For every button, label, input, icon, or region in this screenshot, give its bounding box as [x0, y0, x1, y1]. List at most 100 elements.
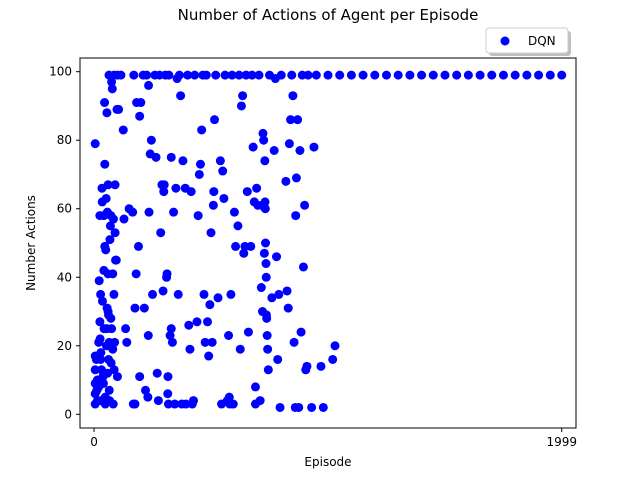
data-point — [164, 70, 174, 80]
data-point — [261, 272, 271, 282]
data-point — [95, 317, 105, 327]
data-point — [261, 238, 271, 248]
data-point — [309, 142, 319, 152]
data-point — [487, 70, 497, 80]
data-point — [475, 70, 485, 80]
data-point — [273, 354, 283, 364]
data-point — [158, 286, 168, 296]
data-point — [293, 115, 303, 125]
data-point — [307, 402, 317, 412]
x-axis-label: Episode — [304, 455, 351, 469]
data-point — [234, 70, 244, 80]
data-point — [282, 286, 292, 296]
data-point — [316, 361, 326, 371]
y-tick-label: 20 — [57, 339, 72, 353]
data-point — [288, 91, 298, 101]
legend-box — [485, 27, 569, 54]
data-point — [557, 70, 567, 80]
data-point — [206, 228, 216, 238]
data-point — [188, 396, 198, 406]
data-point — [104, 385, 114, 395]
data-point — [256, 283, 266, 293]
data-point — [106, 358, 116, 368]
y-axis-label: Number Actions — [24, 195, 38, 291]
data-point — [108, 399, 118, 409]
data-point — [90, 365, 100, 375]
data-point — [190, 70, 200, 80]
data-point — [239, 248, 249, 258]
data-point — [228, 399, 238, 409]
data-point — [311, 70, 321, 80]
data-point — [255, 396, 265, 406]
data-point — [122, 337, 132, 347]
x-axis: 0 1999 — [90, 428, 577, 449]
data-point — [272, 252, 282, 262]
data-point — [135, 372, 145, 382]
data-point — [128, 207, 138, 217]
data-point — [109, 289, 119, 299]
data-point — [261, 259, 271, 269]
data-point — [286, 115, 296, 125]
data-point — [381, 70, 391, 80]
data-point — [294, 402, 304, 412]
data-point — [303, 70, 313, 80]
data-point — [370, 70, 380, 80]
data-point — [100, 98, 110, 108]
data-point — [328, 354, 338, 364]
data-point — [171, 183, 181, 193]
data-point — [211, 70, 221, 80]
data-point — [129, 70, 139, 80]
data-point — [143, 392, 153, 402]
data-point — [146, 135, 156, 145]
data-point — [193, 211, 203, 221]
data-point — [260, 197, 270, 207]
data-point — [185, 344, 195, 354]
data-point — [243, 327, 253, 337]
data-point — [184, 320, 194, 330]
data-point — [208, 200, 218, 210]
data-point — [247, 70, 257, 80]
data-point — [152, 368, 162, 378]
data-point — [165, 331, 175, 340]
data-point — [440, 70, 450, 80]
data-point — [96, 289, 106, 299]
data-point — [259, 135, 269, 145]
y-tick-label: 60 — [57, 202, 72, 216]
data-point — [144, 207, 154, 217]
data-point — [330, 341, 340, 351]
data-point — [545, 70, 555, 80]
data-point — [169, 207, 179, 217]
data-point — [110, 228, 120, 238]
data-point — [162, 269, 172, 279]
x-tick-label: 0 — [90, 435, 98, 449]
data-point — [218, 166, 228, 176]
data-point — [318, 402, 328, 412]
data-point — [510, 70, 520, 80]
data-point — [463, 70, 473, 80]
data-point — [238, 91, 248, 101]
data-point — [358, 70, 368, 80]
data-point — [170, 399, 180, 409]
data-point — [102, 108, 112, 118]
data-point — [274, 289, 284, 299]
data-point — [289, 337, 299, 347]
data-point — [148, 289, 158, 299]
data-point — [108, 269, 118, 279]
data-point — [209, 187, 219, 197]
data-point — [235, 344, 245, 354]
data-point — [108, 344, 118, 354]
data-point — [252, 183, 262, 193]
data-point — [224, 331, 234, 340]
data-point — [118, 125, 128, 135]
data-point — [263, 344, 273, 354]
data-point — [109, 365, 119, 375]
data-point — [302, 361, 312, 371]
data-point — [250, 382, 260, 392]
data-point — [220, 70, 230, 80]
data-point — [210, 115, 220, 125]
data-point — [227, 70, 237, 80]
data-point — [200, 337, 210, 347]
data-point — [242, 187, 252, 197]
data-point — [452, 70, 462, 80]
data-point — [260, 204, 270, 214]
